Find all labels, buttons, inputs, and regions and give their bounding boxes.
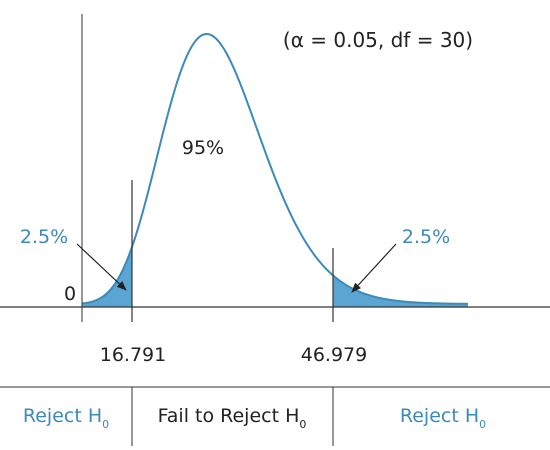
parameters-label: (α = 0.05, df = 30) bbox=[283, 28, 473, 52]
center-area-label: 95% bbox=[182, 137, 224, 159]
right-tail-label: 2.5% bbox=[402, 226, 450, 248]
left-critical-value: 16.791 bbox=[100, 344, 166, 366]
right-critical-value: 46.979 bbox=[301, 344, 367, 366]
left-tail-label: 2.5% bbox=[20, 226, 68, 248]
left-rejection-tail bbox=[82, 246, 132, 307]
distribution-curve bbox=[81, 32, 469, 305]
left-tail-arrow bbox=[76, 243, 127, 291]
right-tail-arrow bbox=[351, 243, 397, 293]
region-left-label: Reject H0 bbox=[23, 405, 109, 431]
origin-label: 0 bbox=[64, 283, 76, 305]
right-rejection-tail bbox=[333, 275, 468, 307]
region-right-label: Reject H0 bbox=[400, 405, 486, 431]
region-middle-label: Fail to Reject H0 bbox=[158, 405, 307, 431]
